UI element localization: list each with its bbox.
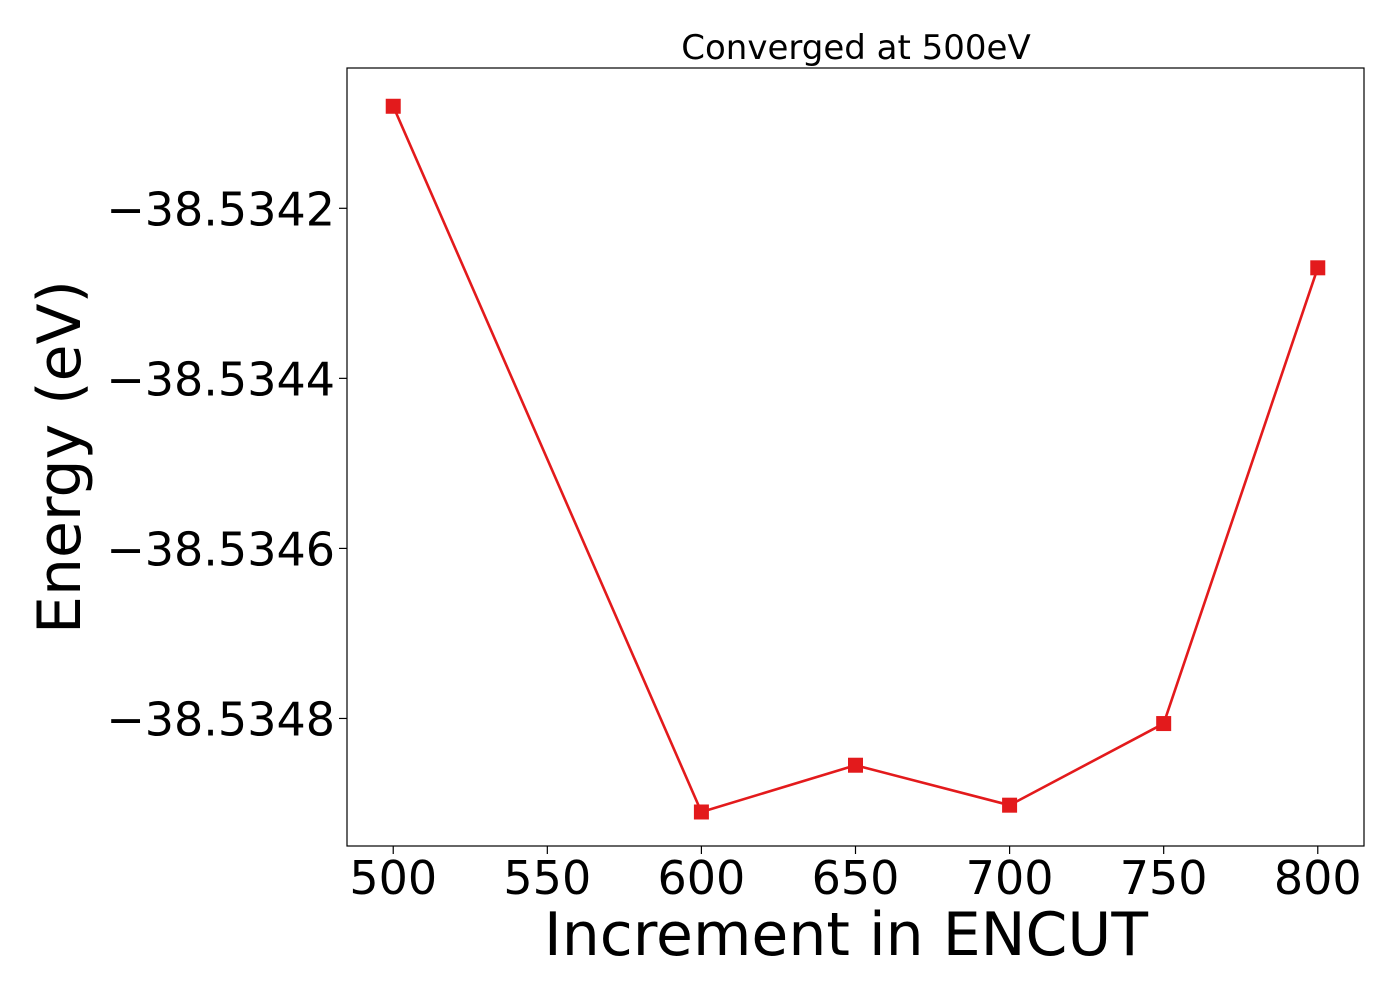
y-tick-label: −38.5342 xyxy=(106,182,335,236)
x-tick-label: 750 xyxy=(1120,851,1208,905)
series-line xyxy=(392,105,1320,814)
data-point xyxy=(1156,716,1172,732)
x-tick-label: 700 xyxy=(966,851,1054,905)
data-point xyxy=(1002,797,1018,813)
data-point xyxy=(693,804,709,820)
data-point xyxy=(385,98,401,114)
x-tick-label: 500 xyxy=(349,851,437,905)
y-axis-label: Energy (eV) xyxy=(25,280,95,634)
data-point xyxy=(1310,260,1326,276)
y-tick-label: −38.5348 xyxy=(106,692,335,746)
plot-area: 500 550 600 650 700 750 800 −38.5342 −38.5344 −38… xyxy=(106,67,1365,905)
chart-title: Converged at 500eV xyxy=(681,28,1030,68)
y-tick-label: −38.5346 xyxy=(106,522,335,576)
x-axis-label: Increment in ENCUT xyxy=(544,900,1148,970)
y-tick-label: −38.5344 xyxy=(106,352,335,406)
x-tick-label: 800 xyxy=(1274,851,1362,905)
x-tick-label: 650 xyxy=(812,851,900,905)
x-tick-label: 550 xyxy=(503,851,591,905)
x-tick-label: 600 xyxy=(658,851,746,905)
data-point xyxy=(848,757,863,773)
